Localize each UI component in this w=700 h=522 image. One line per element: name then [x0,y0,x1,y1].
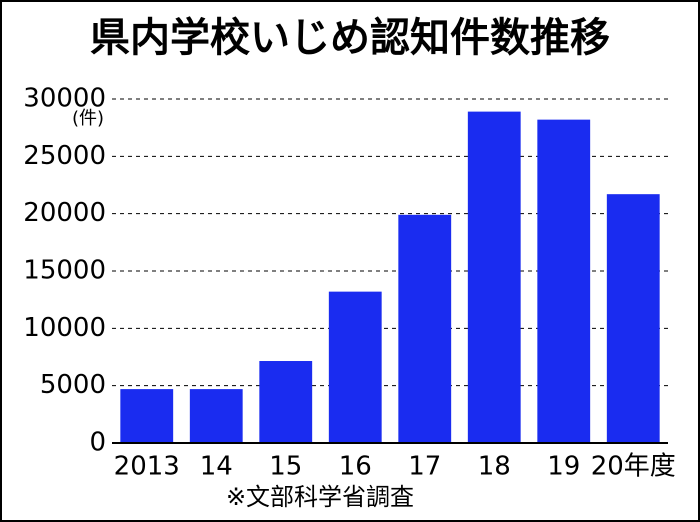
y-tick-label: 20000 [23,198,106,228]
y-tick-label: 30000 [23,84,106,114]
bar [120,389,174,443]
y-tick-label: 15000 [23,256,106,286]
chart-title: 県内学校いじめ認知件数推移 [90,15,610,61]
y-tick-label: 10000 [23,313,106,343]
unit-label: (件) [72,108,104,129]
bar [398,214,452,443]
x-tick-label: 20年度 [591,452,676,482]
x-tick-label: 15 [269,452,302,482]
bar [189,389,243,443]
bar [537,119,591,443]
bar [606,194,660,443]
x-tick-label: 19 [547,452,580,482]
y-tick-label: 25000 [23,141,106,171]
y-tick-label: 0 [89,428,106,458]
x-tick-label: 17 [408,452,441,482]
y-tick-label: 5000 [40,370,106,400]
bar [467,111,521,443]
bar [259,361,313,443]
x-tick-label: 2013 [114,452,180,482]
bar [328,291,382,443]
source-note: ※文部科学省調査 [226,483,414,511]
x-tick-label: 14 [200,452,233,482]
x-tick-label: 18 [478,452,511,482]
x-tick-label: 16 [339,452,372,482]
